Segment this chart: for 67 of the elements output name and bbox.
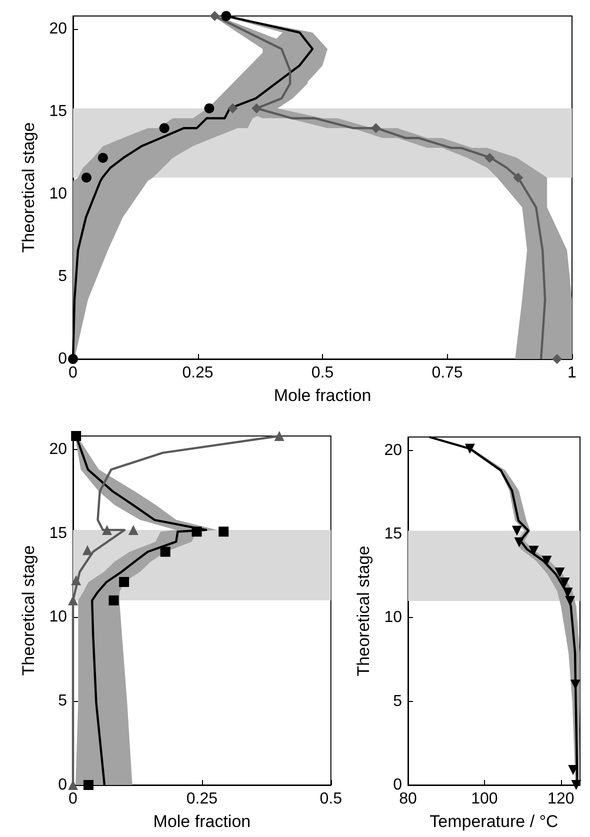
point (68, 354, 78, 364)
point (119, 576, 130, 587)
y-tick-label: 10 (49, 186, 68, 203)
point (565, 596, 576, 606)
point (513, 172, 524, 183)
x-tick-label: 0.5 (311, 364, 334, 382)
point (221, 11, 232, 21)
x-tick-label: 0 (68, 364, 78, 382)
point (274, 431, 284, 441)
point (159, 123, 170, 134)
x-tick-label: 0.25 (186, 790, 218, 808)
y-axis-title: Theoretical stage (354, 546, 373, 676)
y-tick-label: 20 (49, 440, 68, 458)
y-tick-label: 20 (49, 20, 68, 38)
point (108, 595, 119, 606)
point (370, 123, 381, 134)
x-tick-label: 0.5 (320, 790, 342, 808)
point (571, 780, 582, 790)
x-axis-title: Mole fraction (153, 812, 251, 831)
x-axis-title: Mole fraction (274, 386, 372, 405)
point (528, 546, 539, 556)
point (68, 595, 78, 606)
x-tick-label: 1 (568, 364, 577, 382)
y-tick-label: 10 (384, 609, 402, 626)
point (210, 11, 220, 21)
point (98, 152, 108, 163)
point (252, 103, 262, 114)
x-tick-label: 0.25 (182, 364, 214, 382)
point (82, 545, 92, 556)
point (192, 526, 202, 537)
y-axis-title: Theoretical stage (19, 122, 38, 253)
point (71, 575, 82, 586)
point (484, 152, 495, 163)
point (83, 780, 94, 790)
y-tick-label: 15 (49, 103, 68, 120)
point (464, 444, 475, 454)
y-tick-label: 15 (49, 524, 68, 542)
point (228, 103, 238, 114)
point (560, 578, 570, 588)
x-tick-label: 80 (399, 790, 417, 808)
point (102, 524, 112, 535)
y-tick-label: 20 (384, 442, 402, 459)
point (204, 103, 214, 114)
y-tick-label: 5 (393, 692, 402, 710)
point (218, 526, 229, 537)
y-tick-label: 0 (393, 776, 402, 794)
point (71, 431, 82, 441)
x-axis-title: Temperature / °C (430, 812, 558, 831)
y-tick-label: 5 (58, 268, 68, 286)
y-axis-title: Theoretical stage (19, 545, 38, 676)
point (81, 172, 92, 183)
y-tick-label: 0 (58, 350, 68, 368)
y-tick-label: 10 (49, 608, 68, 626)
point (514, 537, 524, 548)
point (554, 568, 565, 578)
point (552, 354, 562, 364)
x-tick-label: 100 (471, 790, 498, 808)
y-tick-label: 15 (384, 526, 402, 543)
x-tick-label: 0 (68, 790, 78, 808)
point (568, 764, 578, 775)
y-tick-label: 0 (58, 776, 68, 794)
x-tick-label: 0.75 (432, 364, 463, 382)
x-tick-label: 120 (548, 790, 574, 808)
point (160, 546, 170, 557)
y-tick-label: 5 (58, 692, 68, 710)
point (128, 524, 138, 535)
point (512, 526, 522, 536)
